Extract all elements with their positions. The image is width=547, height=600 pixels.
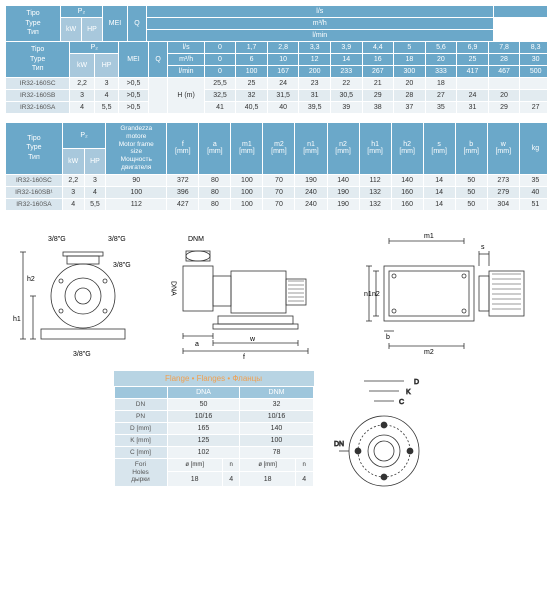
flange-table: DNADNMDN5032PN10/1610/16D [mm]165140K [m… [114,386,314,487]
col-type: Tipo Type Тип [6,6,61,42]
svg-text:h2: h2 [27,276,35,283]
svg-text:w: w [249,336,256,343]
pump-top-view: s m1 n1 n2 b m2 [364,221,544,361]
svg-text:C: C [399,399,404,406]
svg-text:K: K [406,389,411,396]
svg-text:s: s [481,244,485,251]
unit-ls: l/s [147,6,494,18]
svg-text:n2: n2 [372,291,380,298]
svg-text:3/8"G: 3/8"G [48,236,66,243]
h-cell [493,6,547,18]
svg-text:3/8"G: 3/8"G [108,236,126,243]
svg-text:DNA: DNA [170,281,177,296]
svg-text:n1: n1 [364,291,372,298]
svg-text:m1: m1 [424,233,434,240]
svg-text:DN: DN [334,441,344,448]
flange-section: Flange • Flanges • Фланцы DNADNMDN5032PN… [5,371,547,501]
svg-text:b: b [386,334,390,341]
flange-title: Flange • Flanges • Фланцы [114,371,314,386]
pump-side-view: DNM DNA a w f [168,221,348,361]
svg-text:DNM: DNM [188,236,204,243]
technical-drawings: 3/8"G 3/8"G 3/8"G 3/8"G h1 h2 DNM DNA [5,221,547,361]
col-p2: P₂ [61,6,103,18]
flange-diagram: D K C DN [334,371,444,501]
svg-text:3/8"G: 3/8"G [113,262,131,269]
svg-text:h1: h1 [13,316,21,323]
svg-text:3/8"G: 3/8"G [73,351,91,358]
performance-table: Tipo Type Тип P₂ MEI Q l/s kW HP m³/h l/… [5,5,547,42]
performance-table-main: TipoTypeТипP₂MEIQl/s01,72,83,33,94,455,6… [5,41,547,114]
svg-text:f: f [243,354,245,361]
col-mei: MEI [103,6,128,42]
col-q: Q [128,6,147,42]
svg-text:a: a [195,341,199,348]
pump-front-view: 3/8"G 3/8"G 3/8"G 3/8"G h1 h2 [13,221,153,361]
svg-text:D: D [414,379,419,386]
dimensions-table: TipoTypeТипP₂GrandezzamotoreMotor frames… [5,122,547,211]
svg-text:m2: m2 [424,349,434,356]
